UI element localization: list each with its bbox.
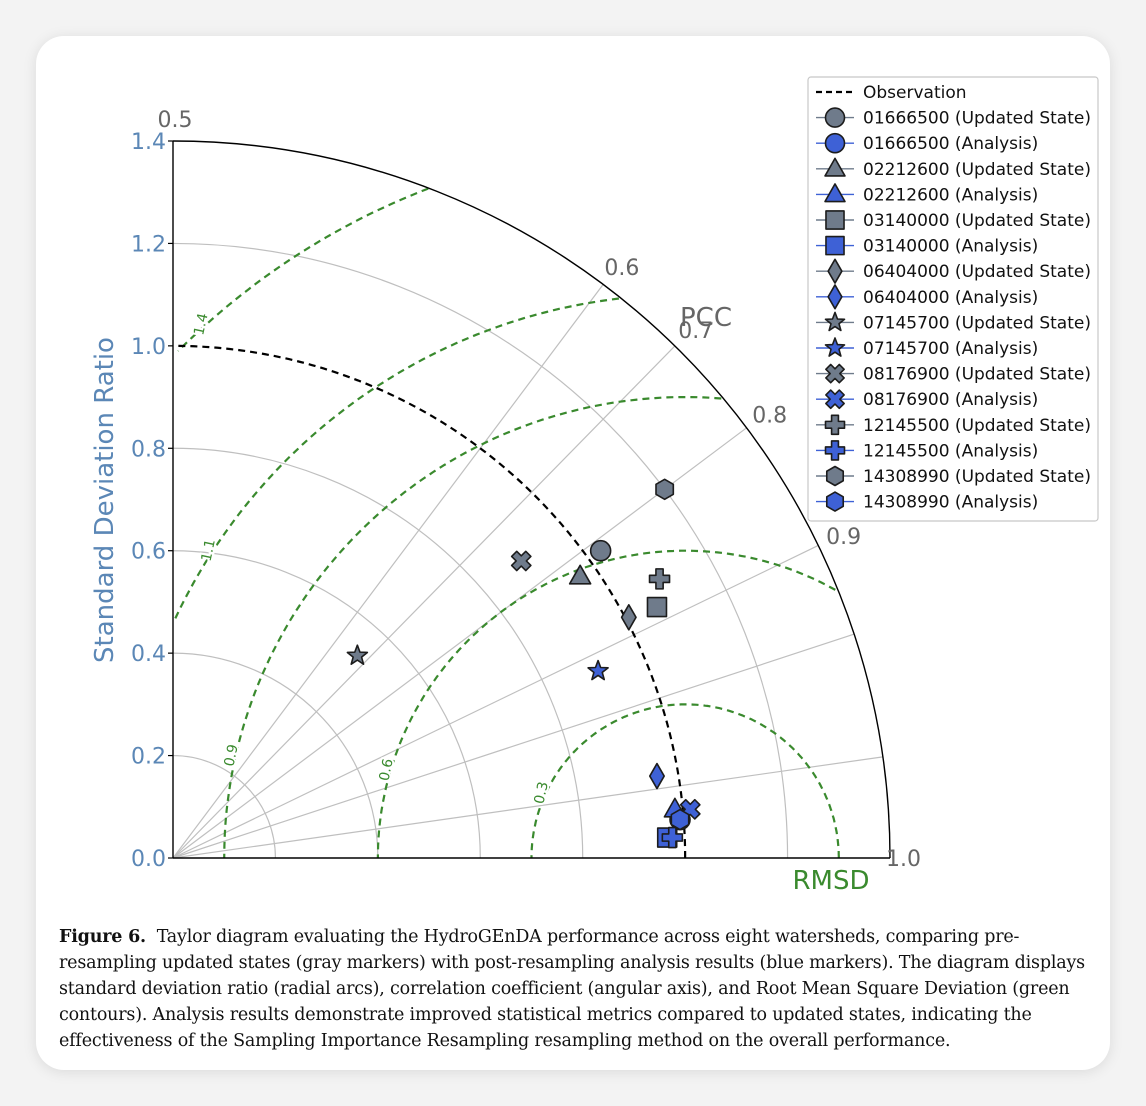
pcc-tick-label: 0.9 [826,525,861,550]
rmsd-axis-label: RMSD [792,866,869,896]
std-tick-label: 0.8 [131,437,166,462]
marker-06404000-updated-state [620,603,637,631]
rmsd-contour-label: 0.3 [532,780,552,805]
marker-07145700-updated-state [346,644,369,665]
legend-marker [824,311,846,332]
legend-label: 08176900 (Analysis) [863,390,1038,410]
std-tick-label: 0.4 [131,642,166,667]
legend-box [807,76,1099,522]
legend-marker [824,414,846,436]
legend-marker [824,183,846,203]
legend-label: 07145700 (Analysis) [863,339,1038,359]
legend-marker [824,132,846,154]
std-tick-label: 1.4 [131,130,166,155]
marker-01666500-updated-state [589,539,612,562]
legend-label: 02212600 (Analysis) [863,185,1038,205]
marker-12145500-updated-state [648,568,671,590]
legend-marker [827,284,843,310]
legend-label: 14308990 (Analysis) [863,493,1038,513]
legend-label: 07145700 (Updated State) [863,313,1091,333]
pcc-gridline [172,427,747,859]
marker-06404000-analysis [648,762,665,790]
pcc-gridline [172,345,676,859]
caption-text: Taylor diagram evaluating the HydroGEnDA… [59,927,1085,1051]
rmsd-contour [223,396,722,859]
std-gridline [172,754,277,859]
legend-label: 08176900 (Updated State) [863,365,1091,385]
legend-label: 06404000 (Updated State) [863,262,1091,282]
std-tick-label: 0.2 [131,745,166,770]
legend-marker [825,491,845,512]
pcc-gridline [172,633,855,859]
std-tick-label: 1.0 [131,335,166,360]
pcc-tick-label: 0.8 [752,404,787,429]
pcc-gridline [172,756,883,859]
legend-label: 14308990 (Updated State) [863,467,1091,487]
marker-08176900-updated-state [510,550,532,572]
legend-label: 12145500 (Updated State) [863,416,1091,436]
marker-14308990-updated-state [655,478,675,501]
std-gridline [172,652,379,859]
legend-label: 03140000 (Analysis) [863,237,1038,257]
marker-03140000-updated-state [646,596,668,618]
pcc-gridline [172,284,604,859]
rmsd-contour-label: 1.4 [191,312,211,337]
rmsd-contour [376,549,836,858]
legend-marker [825,465,845,487]
legend-marker [825,235,845,256]
legend-label: 01666500 (Updated State) [863,109,1091,129]
figure-caption: Figure 6. Taylor diagram evaluating the … [59,924,1109,1054]
legend-label: 03140000 (Updated State) [863,211,1091,231]
legend-marker [825,389,845,410]
marker-14308990-analysis [670,808,690,831]
rmsd-contour-label: 0.9 [222,743,242,768]
legend-marker [824,440,846,461]
pcc-axis-label: PCC [680,303,732,333]
marker-02212600-updated-state [568,564,592,585]
pcc-tick-label: 0.7 [678,319,713,344]
rmsd-contour [530,703,840,858]
rmsd-contour [177,187,429,352]
legend-label: 12145500 (Analysis) [863,441,1038,461]
legend-marker [827,258,843,284]
std-tick-label: 0.0 [131,847,166,872]
rmsd-contour-label: 1.1 [199,538,219,563]
pcc-gridline [172,544,819,859]
observation-arc [172,344,687,859]
legend-label: 02212600 (Updated State) [863,160,1091,180]
marker-12145500-analysis [661,826,684,849]
legend-marker [824,107,846,128]
legend-marker [825,363,845,384]
legend-marker [824,337,846,357]
pcc-tick-label: 0.5 [158,108,193,133]
std-gridline [172,242,789,859]
pcc-tick-label: 1.0 [886,847,921,872]
legend-marker [824,157,846,177]
legend-label: 06404000 (Analysis) [863,288,1038,308]
std-gridline [172,550,481,859]
legend-label: 01666500 (Analysis) [863,134,1038,154]
std-tick-label: 0.6 [131,540,166,565]
outer-arc [172,140,891,859]
std-tick-label: 1.2 [131,232,166,257]
marker-07145700-analysis [587,659,609,681]
rmsd-contour-label: 0.6 [376,757,396,782]
std-gridline [172,447,584,859]
caption-label: Figure 6. [59,927,146,947]
y-axis-label: Standard Deviation Ratio [90,337,120,663]
pcc-tick-label: 0.6 [604,256,639,281]
legend-label: Observation [863,83,967,103]
legend-marker [825,210,845,230]
